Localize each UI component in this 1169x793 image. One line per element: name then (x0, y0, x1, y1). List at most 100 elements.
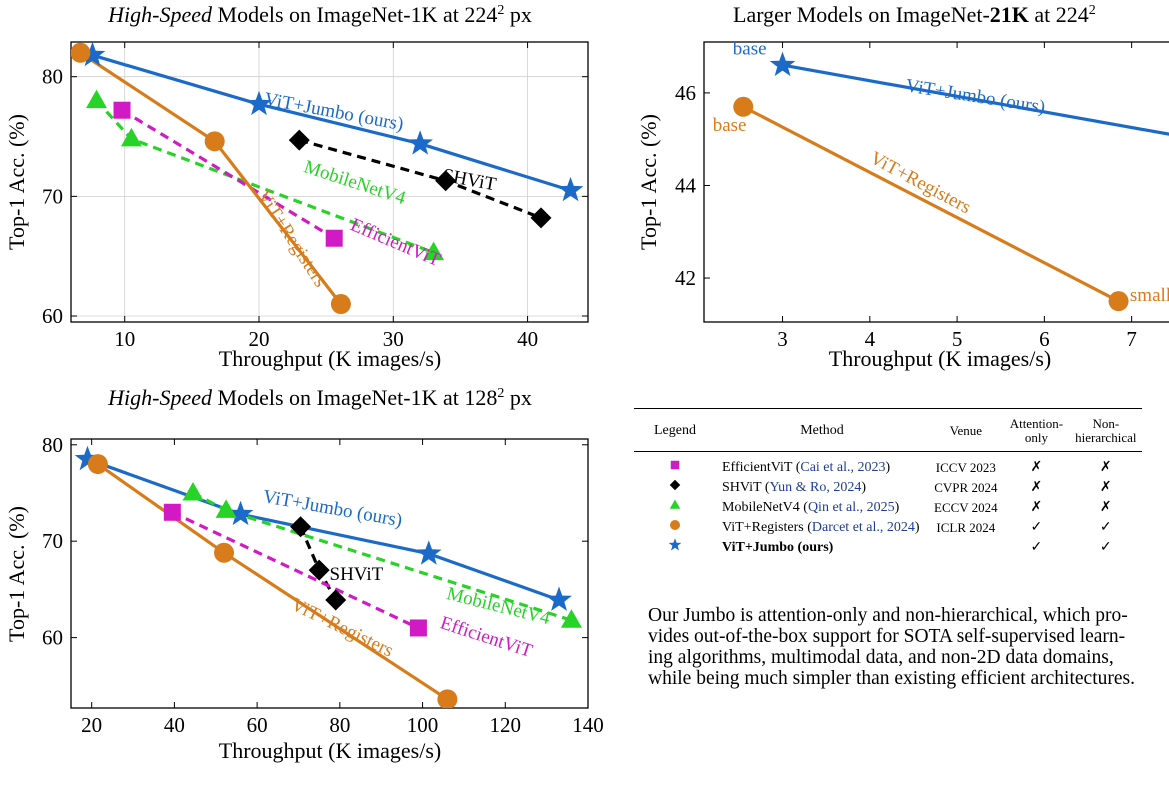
legend-non-hierarchical: ✓ (1099, 519, 1112, 535)
x-tick-label: 7 (1126, 327, 1137, 351)
series-line (121, 108, 336, 240)
legend-row: EfficientViT (Cai et al., 2023) ICCV 2023… (634, 452, 1142, 478)
series-label: EfficientViT (347, 214, 444, 271)
data-point-circle (87, 454, 108, 475)
data-point-square (325, 229, 343, 247)
y-axis-label-top-right: Top-1 Acc. (%) (636, 114, 661, 250)
series-label: ViT+Registers (253, 187, 331, 291)
y-tick-label: 70 (42, 184, 63, 208)
y-tick-label: 46 (675, 81, 696, 105)
legend-attention-only: ✗ (1030, 499, 1043, 515)
legend-symbol (634, 452, 716, 478)
legend-row: MobileNetV4 (Qin et al., 2025) ECCV 2024 ✗… (634, 497, 1142, 517)
series-label: SHViT (441, 165, 498, 196)
chart-title-top-right: Larger Models on ImageNet-21K at 2242 (733, 2, 1096, 27)
x-axis-label-top-left: Throughput (K images/s) (219, 346, 441, 371)
x-axis-label-bottom-left: Throughput (K images/s) (219, 738, 441, 763)
data-point-diamond (530, 207, 552, 229)
header-non-hierarchical: Non-hierarchical (1069, 408, 1143, 452)
legend-marker-diamond (669, 479, 681, 491)
legend-symbol (634, 517, 716, 537)
header-attention-only: Attention-only (1003, 408, 1070, 452)
legend-symbol (634, 497, 716, 517)
series-label: ViT+Registers (867, 148, 975, 219)
x-tick-label: 120 (490, 713, 522, 737)
data-point-diamond (435, 170, 457, 192)
legend-attention-only: ✓ (1030, 519, 1043, 535)
chart-bottom-left: High-Speed Models on ImageNet-1K at 1282… (4, 385, 604, 763)
legend-venue: CVPR 2024 (934, 479, 998, 495)
legend-marker-triangle (669, 499, 681, 509)
x-tick-label: 3 (777, 327, 788, 351)
x-tick-label: 5 (952, 327, 963, 351)
data-point-diamond (288, 129, 310, 151)
citation-link[interactable]: Yun & Ro, 2024 (769, 479, 862, 495)
data-point-star (769, 51, 796, 77)
x-tick-label: 40 (517, 327, 538, 351)
data-point-triangle (86, 89, 108, 109)
legend-marker-square (670, 460, 680, 470)
y-tick-label: 80 (42, 433, 63, 457)
series-line (782, 63, 1169, 136)
data-point-circle (214, 542, 235, 563)
y-tick-label: 80 (42, 65, 63, 89)
series-line (742, 105, 1120, 303)
y-tick-label: 70 (42, 529, 63, 553)
caption-line: ing algorithms, multimodal data, and non… (648, 647, 1114, 668)
legend-attention-only: ✗ (1030, 479, 1043, 495)
legend-symbol (634, 477, 716, 497)
x-tick-label: 10 (114, 327, 135, 351)
legend-non-hierarchical: ✗ (1099, 479, 1112, 495)
data-point-star (546, 586, 572, 611)
header-venue: Venue (928, 408, 1004, 452)
legend-venue: ICLR 2024 (936, 519, 996, 535)
x-tick-label: 100 (407, 713, 439, 737)
y-tick-label: 60 (42, 626, 63, 650)
legend-method: ViT+Jumbo (ours) (722, 539, 834, 555)
legend-method: MobileNetV4 (Qin et al., 2025) (722, 499, 900, 515)
data-point-diamond (290, 516, 312, 538)
data-point-triangle (215, 499, 237, 518)
chart-title-top-left: High-Speed Models on ImageNet-1K at 2242… (107, 2, 532, 27)
header-legend: Legend (634, 408, 716, 452)
series-line (86, 457, 560, 602)
data-point-star (227, 500, 254, 526)
data-point-circle (733, 96, 754, 117)
x-tick-label: 140 (572, 713, 604, 737)
point-label: base (733, 38, 767, 59)
data-point-triangle (120, 127, 142, 147)
plot-area-top-right: 3 4 5 6 7 42 44 46 ViT+Jumbo (ours) ViT+Registers… (675, 38, 1169, 351)
legend-row: ViT+Registers (Darcet et al., 2024) ICLR … (634, 517, 1142, 537)
data-point-circle (330, 294, 351, 315)
legend-table: Legend Method Venue Attention-only Non-h… (634, 408, 1169, 578)
data-point-star (415, 540, 442, 565)
legend-attention-only: ✓ (1030, 539, 1043, 555)
citation-link[interactable]: Qin et al., 2025 (807, 499, 895, 515)
legend-venue: ECCV 2024 (934, 499, 998, 515)
data-point-square (113, 101, 131, 119)
legend-non-hierarchical: ✗ (1099, 499, 1112, 515)
x-tick-label: 60 (247, 713, 268, 737)
data-point-circle (71, 42, 91, 63)
x-tick-label: 20 (81, 713, 102, 737)
legend-attention-only: ✗ (1030, 459, 1043, 475)
x-axis-label-top-right: Throughput (K images/s) (829, 346, 1051, 371)
citation-link[interactable]: Darcet et al., 2024 (811, 519, 915, 535)
legend-marker-circle (670, 520, 680, 530)
data-point-circle (204, 131, 225, 152)
data-point-circle (437, 689, 458, 708)
citation-link[interactable]: Cai et al., 2023 (800, 459, 886, 475)
legend-method: EfficientViT (Cai et al., 2023) (722, 459, 891, 475)
series-line (171, 510, 420, 630)
legend-row: SHViT (Yun & Ro, 2024) CVPR 2024 ✗ ✗ (634, 477, 1142, 497)
legend-method: SHViT (Yun & Ro, 2024) (722, 479, 866, 495)
data-point-triangle (560, 609, 582, 628)
series-line (92, 53, 571, 192)
legend-row: ViT+Jumbo (ours) ✓ ✓ (634, 537, 1142, 557)
data-point-star (557, 176, 584, 202)
y-tick-label: 60 (42, 304, 63, 328)
legend-method: ViT+Registers (Darcet et al., 2024) (722, 519, 920, 535)
